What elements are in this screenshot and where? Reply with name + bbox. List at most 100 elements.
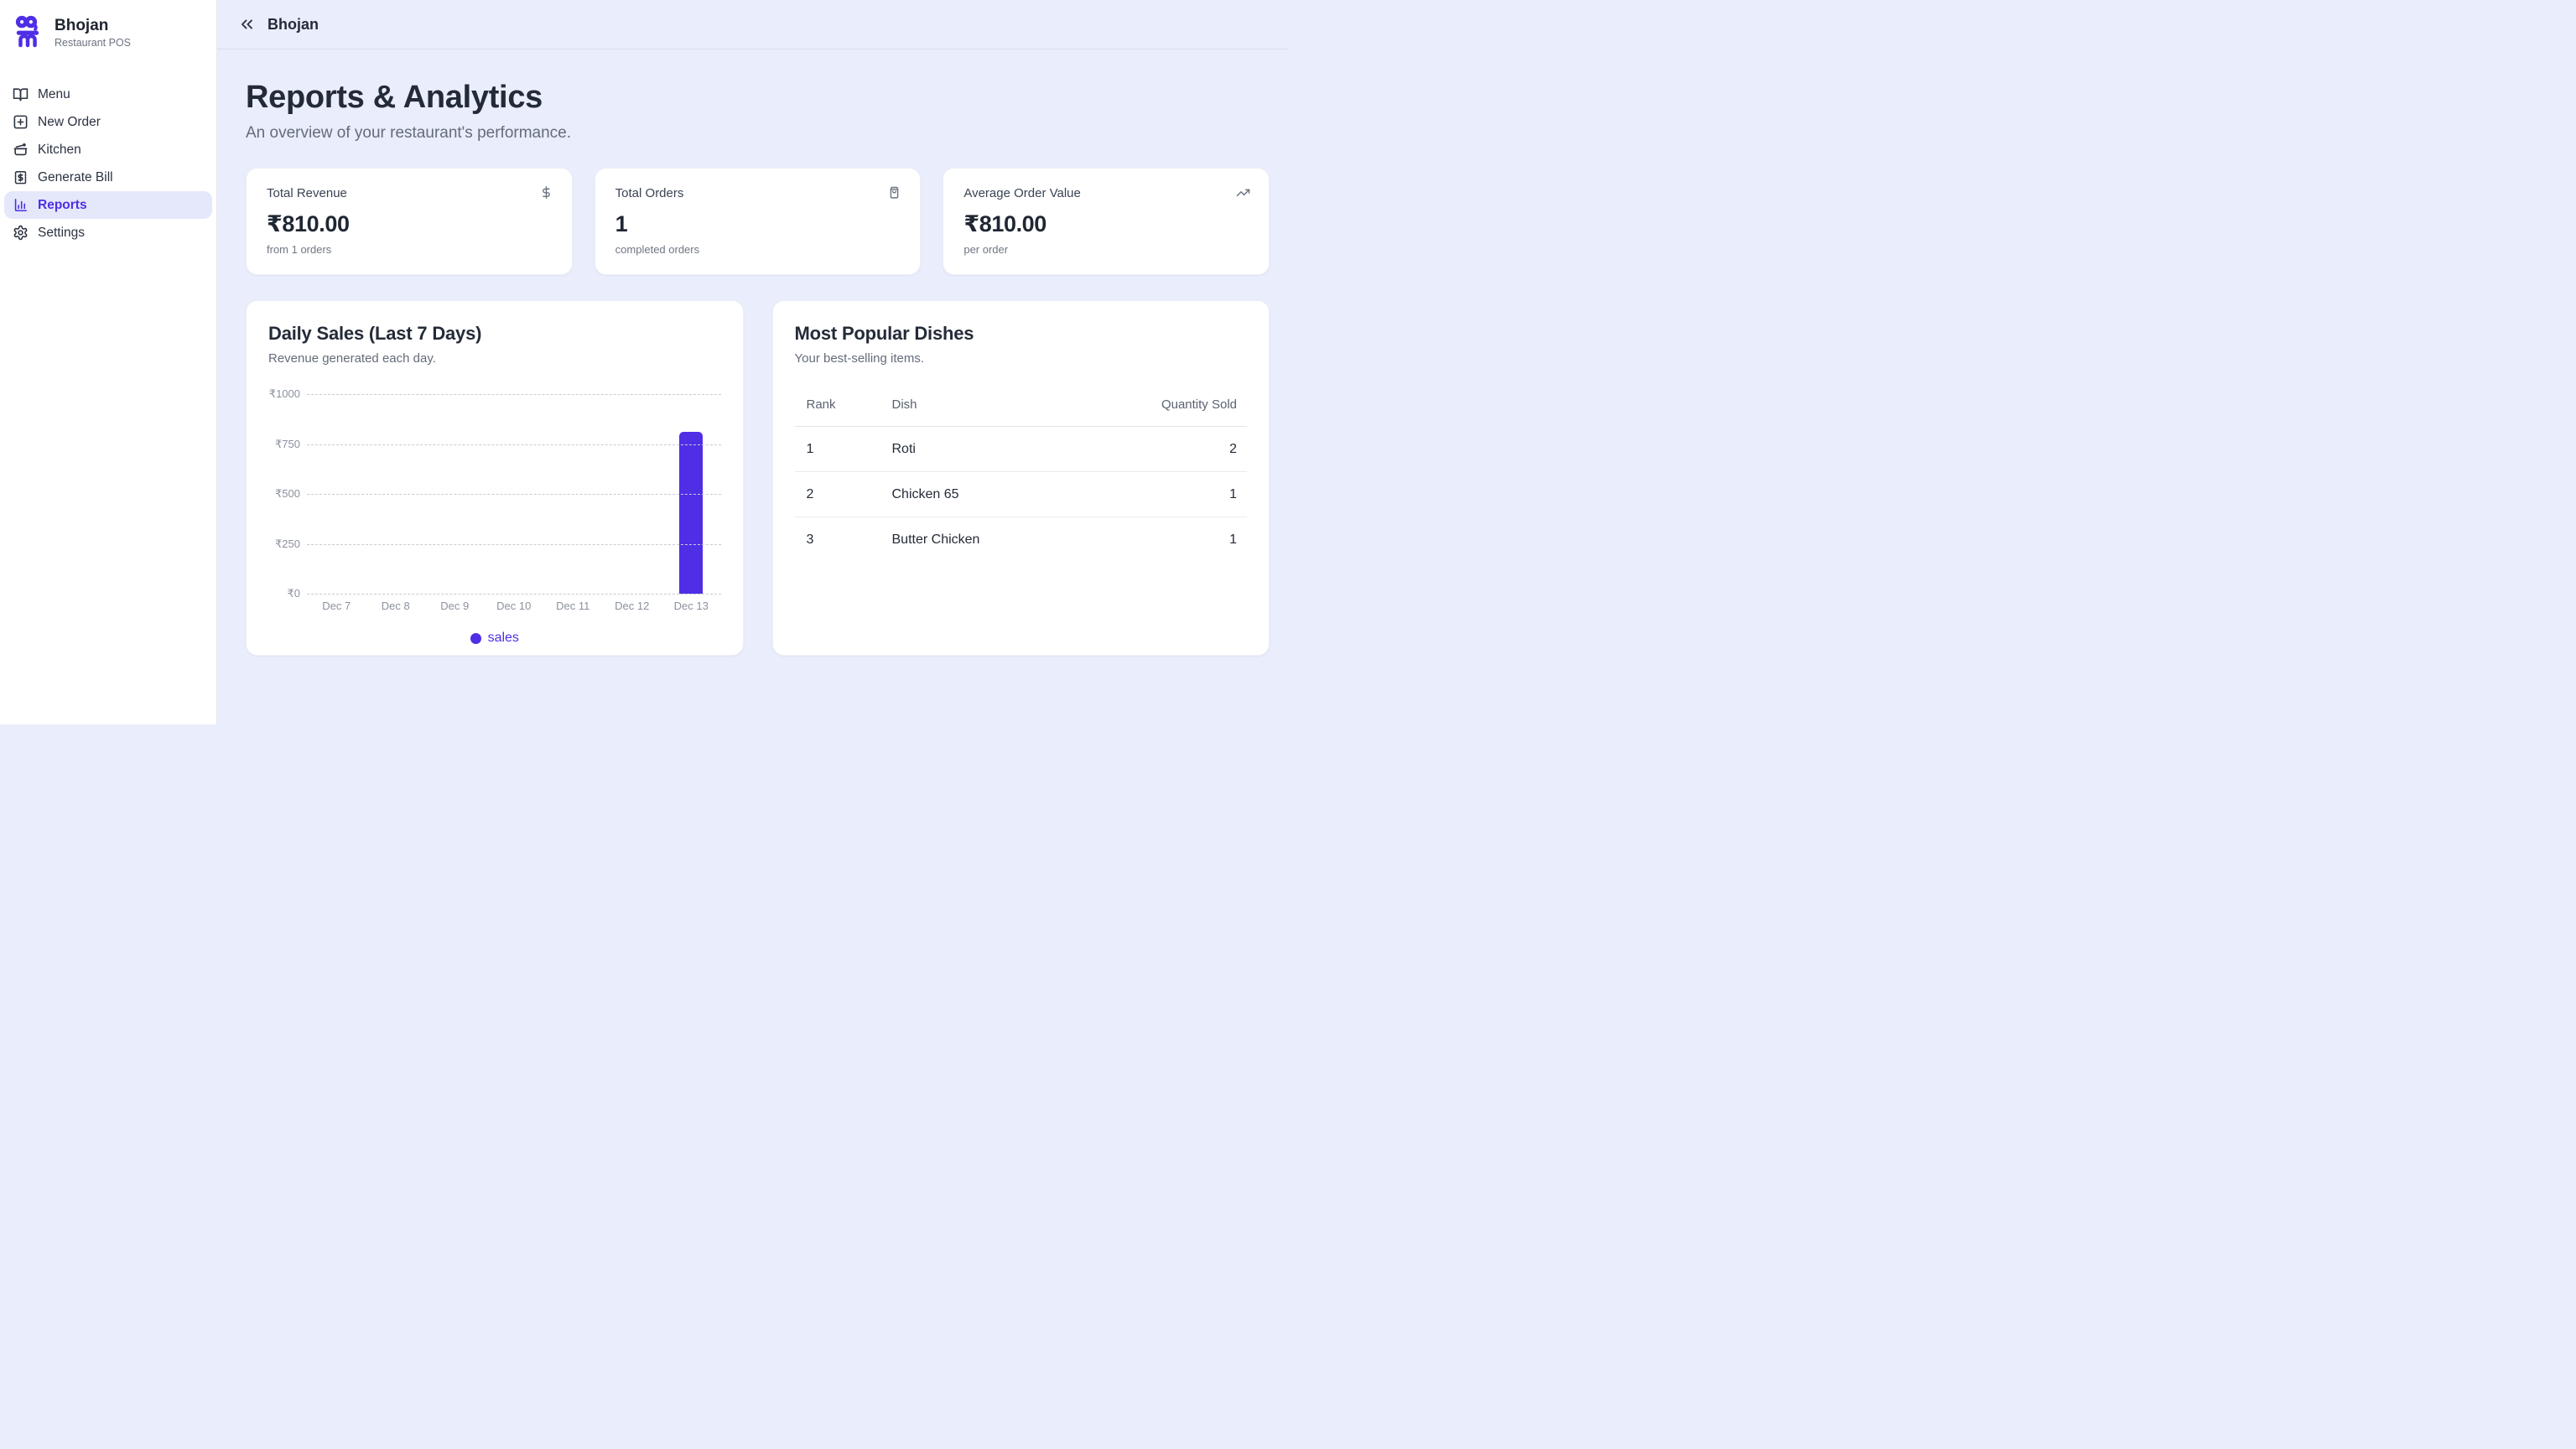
chart-x-axis: Dec 7 Dec 8 Dec 9 Dec 10 Dec 11 Dec 12 Dec 13 [268,600,721,612]
cell-quantity: 2 [1121,426,1247,472]
cell-quantity: 1 [1121,471,1247,517]
y-tick-label: ₹750 [275,437,300,450]
bar-chart-icon [14,198,28,212]
stat-value: 1 [615,211,628,236]
sidebar-item-new-order[interactable]: New Order [4,108,212,136]
gridline [307,444,721,445]
x-tick-label: Dec 8 [381,600,410,612]
popular-dishes-panel: Most Popular Dishes Your best-selling it… [771,300,1270,656]
y-tick-label: ₹250 [275,537,300,550]
sidebar-item-menu[interactable]: Menu [4,80,212,108]
receipt-icon [14,170,27,184]
sidebar-item-generate-bill[interactable]: Generate Bill [4,164,212,191]
stat-title: Total Orders [615,186,684,200]
stat-value: ₹810.00 [963,211,1046,236]
page-content: Reports & Analytics An overview of your … [217,49,1288,724]
page-title: Reports & Analytics [246,80,543,115]
sidebar-item-reports[interactable]: Reports [4,191,212,219]
sidebar-item-settings[interactable]: Settings [4,219,212,247]
cell-quantity: 1 [1229,532,1237,547]
daily-sales-panel: Daily Sales (Last 7 Days) Revenue genera… [246,300,744,656]
x-tick-label: Dec 7 [322,600,351,612]
x-tick-label: Dec 13 [673,600,709,612]
dishes-title: Most Popular Dishes [794,323,974,344]
chart-legend: sales [268,631,721,646]
bar-chart: ₹0 ₹250 ₹500 ₹750 ₹1000 [268,387,721,600]
brand-tagline: Restaurant POS [55,36,132,49]
sidebar-item-label: Kitchen [38,142,81,157]
gridline [307,594,721,595]
cell-rank: 1 [794,426,886,472]
dishes-subtitle: Your best-selling items. [794,351,925,366]
sidebar-item-label: Menu [38,86,70,101]
square-plus-icon [13,115,28,129]
gridline [307,494,721,495]
brand: Bhojan Restaurant POS [0,10,216,55]
x-tick-label: Dec 12 [615,600,650,612]
cell-dish: Chicken 65 [885,471,1121,517]
stat-title: Total Revenue [267,186,347,200]
app-window: Bhojan Restaurant POS Menu New Order [0,0,1288,724]
dishes-table-header: Rank Dish Quantity Sold [794,397,1247,427]
stat-value: ₹810.00 [267,211,350,236]
table-row: 2 Chicken 65 1 [794,471,1247,517]
page-subtitle: An overview of your restaurant's perform… [246,124,572,142]
chart-title: Daily Sales (Last 7 Days) [268,323,482,344]
cell-rank: 2 [794,471,886,517]
table-row: 3 Butter Chicken 1 [795,517,1248,563]
legend-label: sales [487,631,519,645]
brand-name: Bhojan [55,17,109,35]
topbar: Bhojan [217,0,1288,49]
stat-caption: completed orders [615,243,700,256]
column-header-dish: Dish [885,397,1121,427]
column-header-rank: Rank [794,397,886,427]
sidebar-collapse-button[interactable] [237,15,256,34]
chevrons-left-icon [242,19,252,29]
shopping-bag-icon [887,185,901,200]
topbar-title: Bhojan [267,15,319,33]
book-open-icon [13,88,29,101]
table-row: 1 Roti 2 [794,426,1247,472]
bhojan-logo-icon [15,15,39,48]
gridline [307,394,721,395]
column-header-quantity-sold: Quantity Sold [1121,397,1247,427]
trending-up-icon [1236,185,1250,200]
x-tick-label: Dec 10 [496,600,532,612]
sidebar: Bhojan Restaurant POS Menu New Order [0,0,217,724]
chart-bars [307,394,721,594]
x-tick-label: Dec 11 [556,600,590,612]
legend-dot-icon [470,632,481,644]
chart-subtitle: Revenue generated each day. [268,351,436,366]
sidebar-item-label: Settings [38,225,86,240]
gear-icon [13,225,28,241]
main-area: Bhojan Reports & Analytics An overview o… [217,0,1288,724]
brand-text: Bhojan Restaurant POS [55,17,131,49]
cell-dish: Roti [885,426,1121,472]
stats-row: Total Revenue ₹810.00 from 1 orders Tota… [246,168,1270,275]
dishes-table: Rank Dish Quantity Sold 1 Roti 2 [794,397,1248,563]
y-tick-label: ₹1000 [268,387,300,400]
stat-title: Average Order Value [963,186,1081,200]
stat-card-total-orders: Total Orders 1 completed orders [594,168,922,275]
sidebar-nav: Menu New Order Kitchen Ge [0,80,216,247]
sidebar-item-label: Generate Bill [38,169,113,184]
panels-row: Daily Sales (Last 7 Days) Revenue genera… [246,300,1270,656]
chart-plot [307,394,721,595]
stat-card-total-revenue: Total Revenue ₹810.00 from 1 orders [246,168,573,275]
cooking-pot-icon [13,143,28,156]
dollar-icon [539,185,553,200]
sidebar-item-kitchen[interactable]: Kitchen [4,136,212,164]
sidebar-item-label: New Order [38,114,101,129]
sidebar-item-label: Reports [38,197,87,212]
gridline [307,543,721,545]
chart-y-axis: ₹0 ₹250 ₹500 ₹750 ₹1000 [268,387,307,600]
stat-caption: from 1 orders [267,243,332,256]
y-tick-label: ₹0 [287,587,300,600]
y-tick-label: ₹500 [275,487,300,500]
cell-rank: 3 [806,532,814,547]
x-tick-label: Dec 9 [440,600,470,612]
cell-dish: Butter Chicken [891,532,980,547]
bar-dec-13 [679,432,704,594]
stat-card-average-order-value: Average Order Value ₹810.00 per order [943,168,1270,275]
bar-slot [662,394,721,594]
